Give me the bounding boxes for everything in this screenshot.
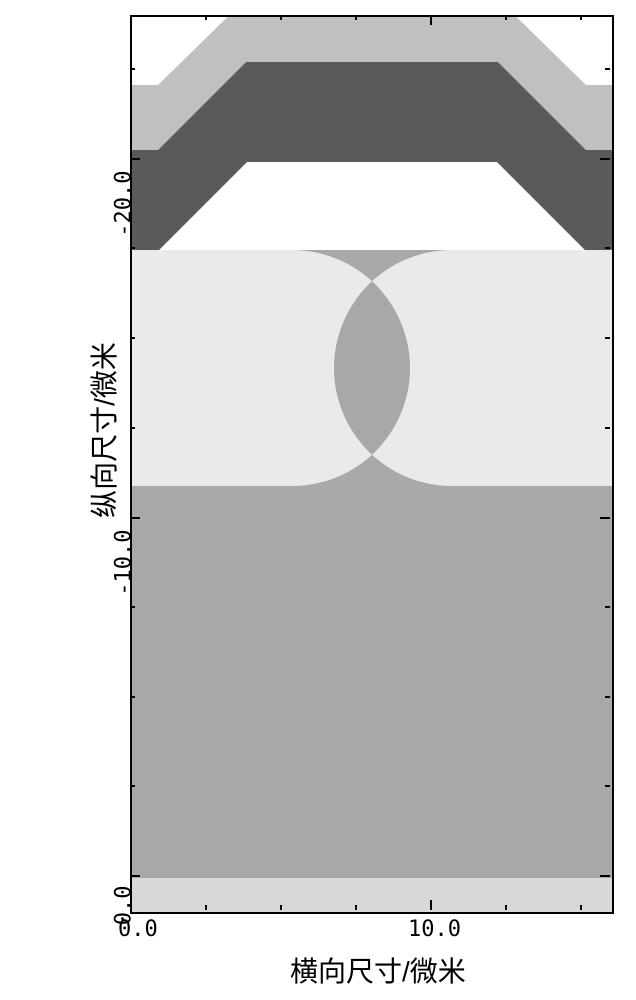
tick-minor <box>605 606 610 608</box>
tick-major <box>130 158 140 160</box>
tick-major <box>600 517 610 519</box>
tick-minor <box>130 696 135 698</box>
tick-minor <box>505 905 507 910</box>
y-tick-label: -20.0 <box>112 171 137 237</box>
cross-section-svg <box>132 17 612 912</box>
tick-major <box>130 517 140 519</box>
tick-minor <box>205 15 207 20</box>
tick-major <box>130 900 132 910</box>
tick-major <box>600 875 610 877</box>
tick-minor <box>605 247 610 249</box>
tick-minor <box>605 68 610 70</box>
tick-minor <box>130 337 135 339</box>
tick-minor <box>280 15 282 20</box>
tick-minor <box>605 785 610 787</box>
tick-major <box>130 875 140 877</box>
tick-minor <box>355 905 357 910</box>
tick-minor <box>130 606 135 608</box>
device-cross-section-figure: 纵向尺寸/微米 横向尺寸/微米 -20.0 -10.0 0.0 0.0 10.0 <box>10 10 626 990</box>
tick-minor <box>605 337 610 339</box>
layer-bulk_over_wells_mask <box>132 486 612 878</box>
tick-minor <box>605 696 610 698</box>
x-tick-label: 10.0 <box>408 917 461 942</box>
y-tick-label: -10.0 <box>112 530 137 596</box>
x-tick-label: 0.0 <box>118 917 158 942</box>
tick-minor <box>130 68 135 70</box>
x-axis-label: 横向尺寸/微米 <box>290 950 466 990</box>
tick-major <box>130 15 132 25</box>
tick-minor <box>580 905 582 910</box>
tick-minor <box>580 15 582 20</box>
tick-minor <box>130 785 135 787</box>
tick-minor <box>130 427 135 429</box>
tick-minor <box>505 15 507 20</box>
plot-area <box>130 15 614 914</box>
tick-minor <box>355 15 357 20</box>
tick-minor <box>130 247 135 249</box>
tick-minor <box>205 905 207 910</box>
tick-major <box>600 158 610 160</box>
tick-major <box>430 15 432 25</box>
tick-minor <box>605 427 610 429</box>
layer-substrate_bottom <box>132 878 612 912</box>
tick-major <box>430 900 432 910</box>
tick-minor <box>280 905 282 910</box>
y-axis-label: 纵向尺寸/微米 <box>83 342 123 518</box>
